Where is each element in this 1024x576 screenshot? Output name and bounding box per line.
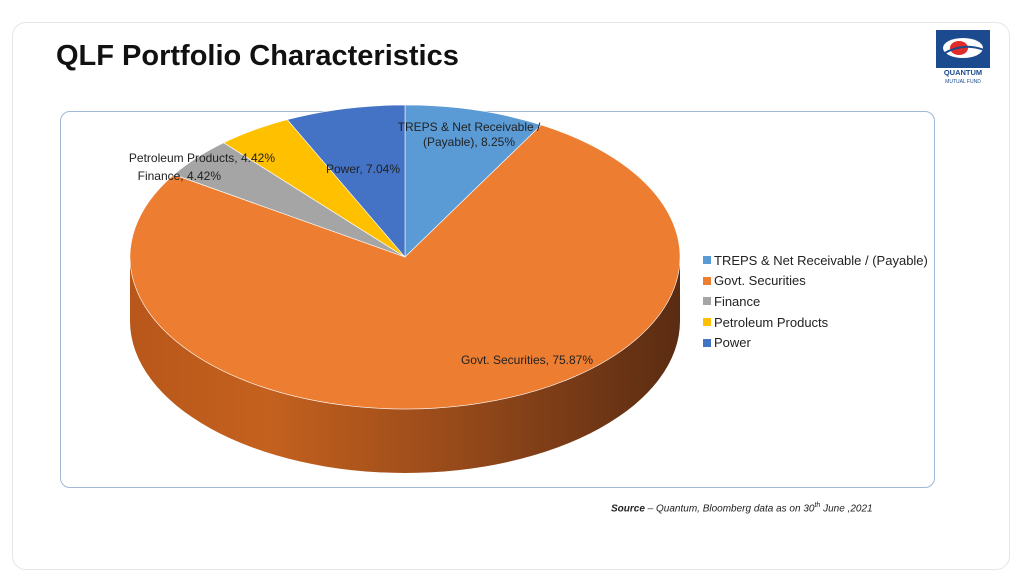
legend-swatch [703, 318, 711, 327]
legend-label: Power [714, 335, 751, 351]
data-label: TREPS & Net Receivable / [398, 120, 541, 134]
svg-text:MUTUAL FUND: MUTUAL FUND [945, 79, 981, 85]
legend-item: Govt. Securities [703, 271, 928, 292]
pie-slice-power [286, 104, 406, 258]
quantum-logo: QUANTUM MUTUAL FUND [934, 28, 992, 88]
data-label: (Payable), 8.25% [423, 135, 515, 149]
legend-label: Petroleum Products [714, 314, 829, 330]
legend-swatch [703, 256, 711, 265]
legend-swatch [703, 297, 711, 306]
legend-label: TREPS & Net Receivable / (Payable) [714, 252, 928, 268]
legend-swatch [703, 338, 711, 347]
legend-label: Govt. Securities [714, 273, 806, 289]
data-label: Power, 7.04% [326, 162, 400, 176]
legend-item: Finance [703, 291, 928, 312]
legend-label: Finance [714, 293, 761, 309]
legend-item: Power [703, 332, 928, 353]
legend-swatch [703, 276, 711, 285]
source-label: Source [611, 503, 645, 515]
data-label: Finance, 4.42% [138, 169, 222, 183]
pie-side-wall [130, 257, 680, 473]
data-label: Petroleum Products, 4.42% [129, 151, 275, 165]
source-text: – Quantum, Bloomberg data as on 30 [644, 503, 815, 515]
chart-container [60, 111, 935, 488]
source-superscript: th [814, 502, 821, 509]
source-date: June ,2021 [820, 503, 873, 515]
page-title: QLF Portfolio Characteristics [56, 40, 459, 72]
legend-item: TREPS & Net Receivable / (Payable) [703, 250, 928, 271]
pie-slice-govt-securities [129, 124, 681, 410]
chart-legend: TREPS & Net Receivable / (Payable) Govt. … [703, 250, 928, 353]
source-note: Source – Quantum, Bloomberg data as on 3… [611, 502, 873, 514]
svg-text:QUANTUM: QUANTUM [944, 68, 982, 77]
pie-slice-treps-net-receivable-payable [404, 104, 542, 258]
legend-item: Petroleum Products [703, 312, 928, 333]
data-label: Govt. Securities, 75.87% [461, 353, 593, 367]
